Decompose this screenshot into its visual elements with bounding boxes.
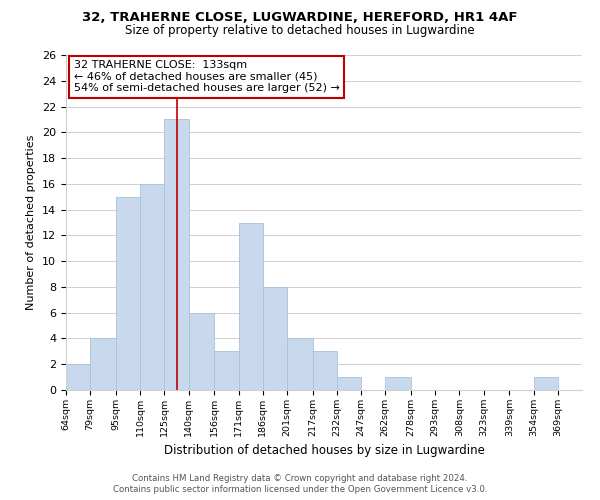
Bar — [313, 352, 337, 390]
Bar — [66, 364, 90, 390]
Bar — [188, 312, 214, 390]
X-axis label: Distribution of detached houses by size in Lugwardine: Distribution of detached houses by size … — [164, 444, 484, 458]
Text: Size of property relative to detached houses in Lugwardine: Size of property relative to detached ho… — [125, 24, 475, 37]
Bar — [337, 377, 361, 390]
Bar — [214, 352, 239, 390]
Bar — [239, 222, 263, 390]
Bar — [287, 338, 313, 390]
Text: 32 TRAHERNE CLOSE:  133sqm
← 46% of detached houses are smaller (45)
54% of semi: 32 TRAHERNE CLOSE: 133sqm ← 46% of detac… — [74, 60, 340, 93]
Bar — [164, 120, 188, 390]
Bar — [263, 287, 287, 390]
Y-axis label: Number of detached properties: Number of detached properties — [26, 135, 37, 310]
Text: 32, TRAHERNE CLOSE, LUGWARDINE, HEREFORD, HR1 4AF: 32, TRAHERNE CLOSE, LUGWARDINE, HEREFORD… — [82, 11, 518, 24]
Bar — [533, 377, 558, 390]
Text: Contains HM Land Registry data © Crown copyright and database right 2024.
Contai: Contains HM Land Registry data © Crown c… — [113, 474, 487, 494]
Bar — [385, 377, 411, 390]
Bar — [140, 184, 164, 390]
Bar — [90, 338, 116, 390]
Bar — [116, 196, 140, 390]
